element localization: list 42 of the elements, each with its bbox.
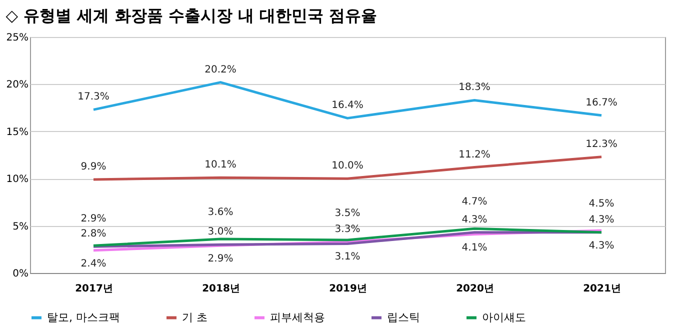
- legend-label: 탈모, 마스크팩: [47, 310, 120, 324]
- data-label: 17.3%: [78, 92, 110, 103]
- data-label: 4.3%: [588, 214, 614, 226]
- chart-title: ◇ 유형별 세계 화장품 수출시장 내 대한민국 점유율: [6, 6, 378, 25]
- y-tick-label: 0%: [12, 268, 28, 280]
- data-label: 11.2%: [458, 149, 490, 160]
- x-tick-label: 2020년: [456, 284, 494, 294]
- legend-label: 립스틱: [387, 310, 420, 324]
- legend-label: 기 초: [182, 310, 208, 324]
- data-label: 3.3%: [334, 224, 360, 235]
- legend-label: 아이섀도: [482, 310, 526, 324]
- y-tick-label: 25%: [6, 32, 28, 44]
- data-label: 2.9%: [208, 254, 234, 265]
- data-label: 4.1%: [462, 242, 488, 254]
- data-label: 16.7%: [586, 97, 618, 108]
- y-tick-label: 5%: [12, 221, 28, 232]
- data-label: 2.8%: [80, 228, 106, 240]
- x-tick-label: 2018년: [202, 284, 240, 294]
- x-tick-label: 2017년: [75, 284, 113, 294]
- data-label: 3.0%: [208, 226, 234, 238]
- y-tick-label: 15%: [6, 126, 28, 138]
- y-tick-label: 20%: [6, 80, 28, 91]
- data-label: 2.4%: [80, 258, 106, 270]
- data-label: 10.0%: [332, 160, 364, 172]
- data-label: 18.3%: [458, 82, 490, 94]
- data-label: 3.5%: [334, 208, 360, 219]
- data-label: 4.3%: [462, 214, 488, 226]
- legend-label: 피부세척용: [270, 310, 325, 324]
- data-label: 4.3%: [588, 240, 614, 252]
- data-label: 3.6%: [208, 207, 234, 218]
- data-label: 4.5%: [588, 198, 614, 210]
- data-label: 16.4%: [332, 100, 364, 112]
- data-label: 3.1%: [334, 252, 360, 263]
- y-tick-label: 10%: [6, 174, 28, 186]
- data-label: 2.9%: [80, 214, 106, 225]
- x-tick-label: 2019년: [329, 284, 367, 294]
- data-label: 9.9%: [80, 162, 106, 173]
- x-tick-label: 2021년: [583, 284, 621, 294]
- data-label: 20.2%: [204, 64, 236, 76]
- data-label: 4.7%: [462, 196, 488, 208]
- data-label: 10.1%: [204, 160, 236, 171]
- data-label: 12.3%: [586, 138, 618, 150]
